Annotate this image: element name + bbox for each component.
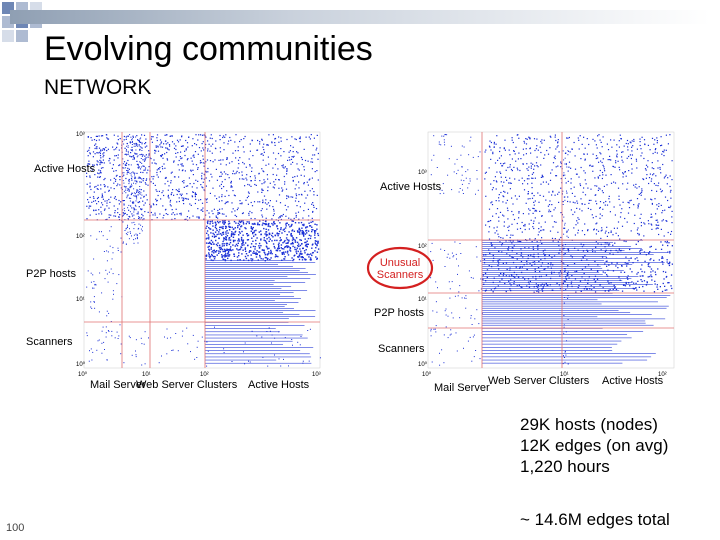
right-label-active-hosts-x: Active Hosts	[602, 375, 664, 387]
stat-hours: 1,220 hours	[520, 457, 610, 476]
right-label-p2p-hosts: P2P hosts	[374, 307, 424, 319]
left-tick-x-3: 10³	[312, 372, 321, 378]
left-tick-y-3: 10³	[76, 132, 85, 138]
right-tick-x-1: 10¹	[560, 372, 569, 378]
left-label-scanners: Scanners	[26, 336, 73, 348]
unusual-scanners-highlight	[366, 246, 434, 290]
left-label-mail-server: Mail Server	[90, 379, 146, 391]
right-tick-x-2: 10²	[658, 372, 667, 378]
left-tick-x-1: 10¹	[142, 372, 151, 378]
stat-total-edges: ~ 14.6M edges total	[520, 510, 670, 529]
title-bar-decoration	[10, 10, 710, 24]
right-tick-y-2: 10²	[418, 244, 427, 250]
right-label-mail-server: Mail Server	[434, 382, 490, 394]
right-label-scanners: Scanners	[378, 343, 425, 355]
left-label-active-hosts: Active Hosts	[34, 163, 96, 175]
right-tick-y-0: 10⁰	[418, 361, 428, 368]
left-tick-x-2: 10²	[200, 372, 209, 378]
right-tick-y-1: 10¹	[418, 297, 427, 303]
left-label-active-hosts-x: Active Hosts	[248, 379, 310, 391]
stats-block: 29K hosts (nodes) 12K edges (on avg) 1,2…	[520, 414, 668, 477]
stat-hosts: 29K hosts (nodes)	[520, 415, 658, 434]
right-label-web-server-clusters: Web Server Clusters	[488, 375, 590, 387]
right-tick-y-3: 10³	[418, 170, 427, 176]
right-label-active-hosts: Active Hosts	[380, 181, 442, 193]
left-tick-y-0: 10⁰	[76, 361, 86, 368]
unusual-scanners-label: Unusual Scanners	[377, 257, 424, 281]
right-matrix-dots	[430, 134, 673, 366]
community-matrix-figure: 10³ 10² 10¹ 10⁰ 10⁰ 10¹ 10² 10³ Active H…	[26, 131, 675, 394]
left-tick-x-0: 10⁰	[78, 371, 88, 378]
left-label-web-server-clusters: Web Server Clusters	[136, 379, 238, 391]
left-tick-y-2: 10²	[76, 234, 85, 240]
slide-title: Evolving communities	[44, 30, 373, 68]
left-tick-y-1: 10¹	[76, 297, 85, 303]
right-tick-x-0: 10⁰	[422, 371, 432, 378]
slide-subtitle: NETWORK	[44, 76, 152, 99]
stat-edges: 12K edges (on avg)	[520, 436, 669, 455]
right-adjacency-matrix: 10³ 10² 10¹ 10⁰ 10⁰ 10¹ 10² Active Hosts…	[366, 131, 675, 394]
left-adjacency-matrix: 10³ 10² 10¹ 10⁰ 10⁰ 10¹ 10² 10³ Active H…	[26, 131, 321, 391]
page-number: 100	[6, 522, 25, 534]
left-label-p2p-hosts: P2P hosts	[26, 268, 76, 280]
